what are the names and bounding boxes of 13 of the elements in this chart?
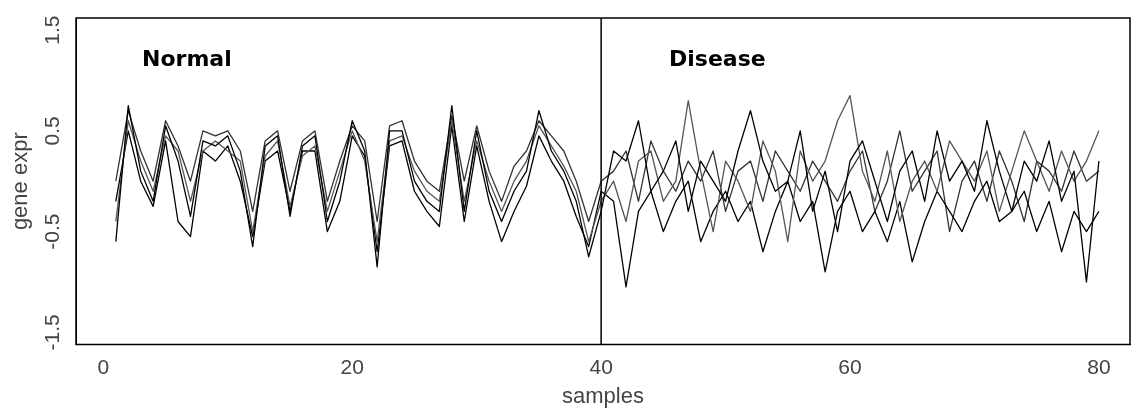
y-tick-label: 0.5 [40,116,64,146]
y-tick-label: -0.5 [40,213,64,250]
annotation: Disease [669,45,766,71]
y-axis-title: gene expr [7,132,33,231]
x-tick-label: 20 [340,354,364,378]
y-tick-label: -1.5 [40,314,64,351]
x-tick-label: 40 [589,354,613,378]
x-tick-label: 60 [838,354,862,378]
annotation: Normal [142,45,232,71]
y-tick-label: 1.5 [40,15,64,45]
x-tick-label: 0 [97,354,110,378]
x-axis-title: samples [562,382,644,408]
x-tick-label: 80 [1087,354,1111,378]
